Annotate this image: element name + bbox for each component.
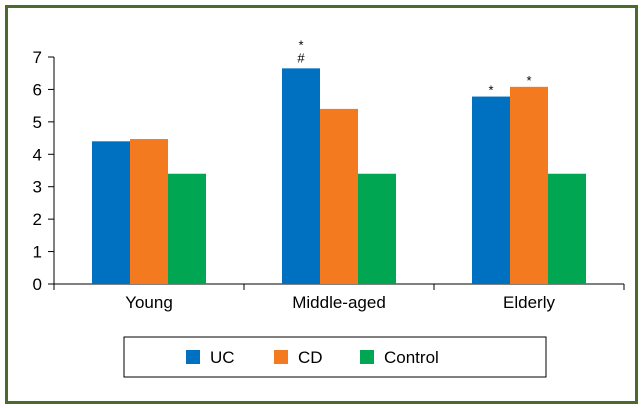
bar-control-middle-aged [358, 173, 396, 284]
y-tick-label: 6 [33, 80, 42, 99]
bar-control-young [168, 173, 206, 284]
x-tick-label: Middle-aged [292, 293, 386, 312]
significance-mark: * [488, 83, 493, 98]
significance-mark: # [297, 50, 305, 65]
legend-label-control: Control [384, 348, 439, 367]
y-tick-label: 3 [33, 178, 42, 197]
bar-control-elderly [548, 173, 586, 284]
y-tick-label: 7 [33, 48, 42, 67]
y-tick-label: 5 [33, 113, 42, 132]
significance-mark: * [526, 73, 531, 88]
y-tick-label: 4 [33, 145, 42, 164]
bar-cd-elderly [510, 86, 548, 284]
y-tick-label: 1 [33, 243, 42, 262]
bar-uc-middle-aged [282, 68, 320, 284]
y-tick-label: 2 [33, 210, 42, 229]
legend-swatch-control [360, 350, 374, 364]
x-tick-label: Elderly [503, 293, 555, 312]
bar-cd-young [130, 139, 168, 284]
legend-swatch-uc [186, 350, 200, 364]
legend-label-uc: UC [210, 348, 235, 367]
x-tick-label: Young [125, 293, 173, 312]
y-tick-label: 0 [33, 275, 42, 294]
bar-cd-middle-aged [320, 108, 358, 284]
bar-uc-elderly [472, 96, 510, 284]
legend-label-cd: CD [298, 348, 323, 367]
bar-uc-young [92, 141, 130, 284]
significance-mark: * [298, 37, 303, 52]
legend-swatch-cd [274, 350, 288, 364]
